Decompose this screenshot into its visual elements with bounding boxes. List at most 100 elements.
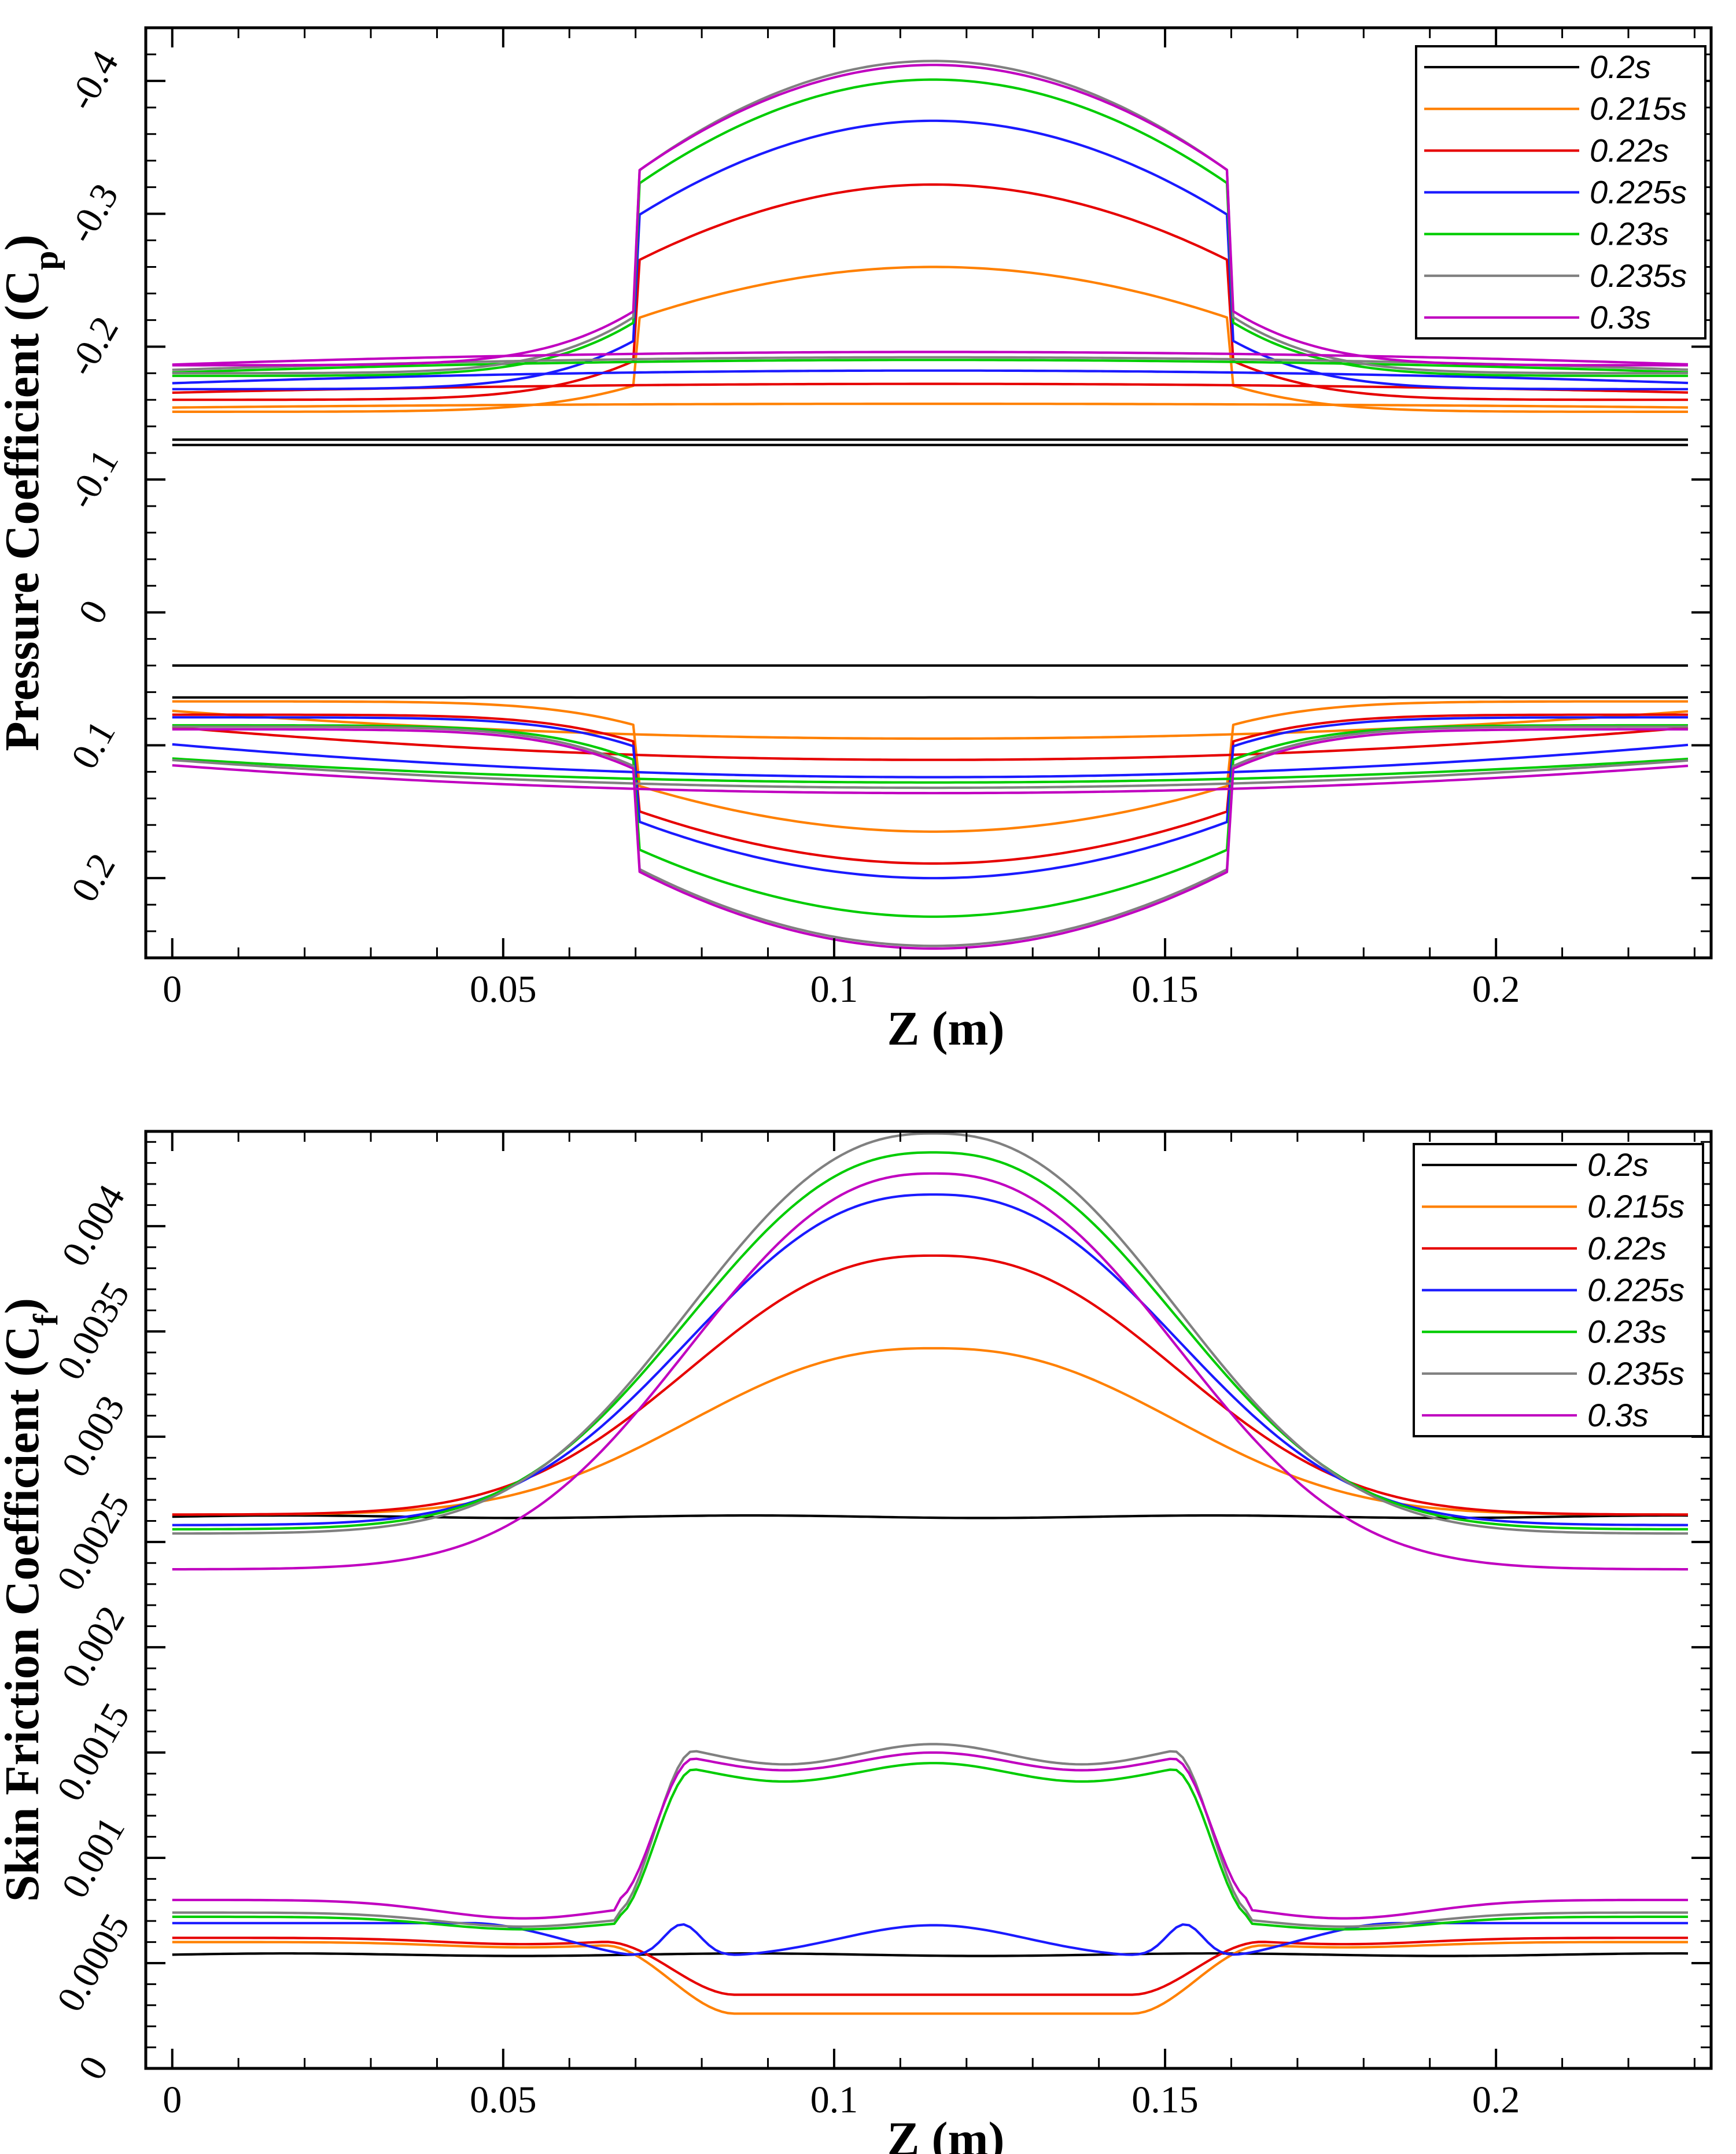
- series-0-225s: [172, 119, 1689, 880]
- x-tick-label: 0.1: [810, 2079, 858, 2121]
- legend-entry: 0.22s: [1424, 132, 1669, 168]
- x-tick-label: 0.05: [470, 2079, 537, 2121]
- legend-label: 0.2s: [1590, 49, 1651, 85]
- y-tick-label: -0.1: [60, 442, 127, 516]
- series-line-0-235s-lower: [172, 725, 1688, 947]
- series-line-0-225s-upper2: [172, 369, 1689, 385]
- y-tick-label: 0.001: [54, 1810, 133, 1905]
- series-line-0-3s-upper: [172, 1172, 1688, 1571]
- y-tick-label: 0.003: [54, 1389, 133, 1484]
- series-line-0-23s-lower2: [172, 757, 1689, 784]
- series-line-0-225s-lower2: [172, 743, 1689, 779]
- pressure-coefficient-chart: 0 0.05 0.1 0.15 0.2 Z (m) -0.4 -0.3 -0.2 -0.1 0 0.1…: [0, 26, 1713, 1056]
- x-tick-label: 0: [163, 968, 182, 1010]
- y-tick-label: 0.1: [63, 714, 123, 776]
- legend-entry: 0.235s: [1422, 1355, 1685, 1392]
- y-tick-label: -0.2: [60, 309, 127, 383]
- series-0-215s: [172, 1347, 1688, 2015]
- series-line-0-225s-upper: [172, 119, 1688, 390]
- y-tick-label: -0.4: [60, 44, 127, 117]
- x-tick-label: 0.1: [810, 968, 858, 1010]
- series-line-0-22s-lower: [172, 1937, 1688, 1996]
- series-line-0-225s-lower: [172, 716, 1688, 880]
- skin-friction-coefficient-chart: 0 0.05 0.1 0.15 0.2Z (m)00.00050.0010.00150.…: [0, 1130, 1713, 2154]
- legend: 0.2s 0.215s 0.22s 0.225s 0.23s 0.235s 0.3s: [1413, 1143, 1704, 1437]
- series-0-2s: [172, 438, 1688, 699]
- series-line-0-225s-upper: [172, 1193, 1689, 1526]
- y-tick-label: 0.0025: [49, 1485, 138, 1598]
- x-axis: 0 0.05 0.1 0.15 0.2 Z (m): [163, 28, 1696, 1056]
- series-0-3s: [172, 64, 1689, 950]
- series-0-22s: [172, 1254, 1688, 1996]
- y-axis-title: Skin Friction Coefficient (Cf): [0, 1298, 65, 1902]
- x-axis: 0 0.05 0.1 0.15 0.2 Z (m): [163, 1131, 1696, 2154]
- series-line-0-23s-upper: [172, 1151, 1688, 1531]
- legend-entry: 0.23s: [1424, 216, 1669, 252]
- series-line-0-3s-lower: [172, 728, 1688, 950]
- legend-label: 0.22s: [1587, 1230, 1667, 1266]
- x-axis-title: Z (m): [887, 2112, 1005, 2154]
- y-axis-title-main: Skin Friction Coefficient (C: [0, 1326, 49, 1902]
- series-line-0-22s-upper: [172, 1254, 1688, 1516]
- x-tick-label: 0.05: [470, 968, 537, 1010]
- x-tick-label: 0.2: [1472, 2079, 1520, 2121]
- y-axis-title-close: ): [0, 234, 49, 250]
- legend-entry: 0.225s: [1424, 174, 1687, 211]
- legend-entry: 0.215s: [1422, 1188, 1685, 1224]
- series-line-0-215s-upper2: [172, 403, 1689, 409]
- legend-label: 0.235s: [1590, 257, 1687, 294]
- series-line-0-23s-upper: [172, 78, 1688, 377]
- series-line-0-215s-upper: [172, 1347, 1688, 1516]
- y-axis-title: Pressure Coefficient (Cp): [0, 234, 65, 751]
- series-0-23s: [172, 1151, 1688, 1931]
- series-line-0-23s-lower: [172, 724, 1688, 918]
- series-line-0-215s-lower: [172, 1941, 1688, 2015]
- plot-frame: [144, 1130, 1713, 2070]
- series-line-0-235s-upper: [172, 60, 1688, 375]
- series-line-0-3s-upper: [172, 64, 1688, 367]
- y-tick-label: 0.0005: [49, 1906, 138, 2019]
- legend-label: 0.23s: [1587, 1314, 1667, 1350]
- series-line-0-22s-lower2: [172, 725, 1689, 761]
- legend-entry: 0.2s: [1424, 49, 1651, 85]
- series-line-0-215s-upper: [172, 265, 1688, 413]
- series-line-0-2s-lower: [172, 1952, 1689, 1957]
- y-axis-title-subscript: f: [27, 1314, 65, 1326]
- series-line-0-3s-lower2: [172, 764, 1689, 795]
- series-line-0-215s-lower: [172, 700, 1688, 833]
- legend-label: 0.23s: [1590, 216, 1669, 252]
- x-axis-title: Z (m): [887, 1002, 1005, 1056]
- legend-label: 0.215s: [1590, 90, 1687, 127]
- y-tick-label: 0.004: [54, 1178, 133, 1274]
- series-line-0-235s-lower2: [172, 758, 1689, 790]
- series-line-0-3s-lower: [172, 1751, 1688, 1920]
- series-line-0-235s-lower: [172, 1743, 1688, 1928]
- y-tick-label: 0.2: [63, 846, 123, 909]
- legend-entry: 0.2s: [1422, 1146, 1649, 1183]
- data-lines: [172, 1132, 1689, 2015]
- legend-entry: 0.23s: [1422, 1314, 1667, 1350]
- y-axis-title-subscript: p: [27, 250, 65, 270]
- series-line-0-235s-upper: [172, 1132, 1688, 1535]
- y-tick-label: 0.002: [54, 1599, 133, 1695]
- series-line-0-23s-lower: [172, 1762, 1688, 1931]
- legend-entry: 0.235s: [1424, 257, 1687, 294]
- legend-label: 0.22s: [1590, 132, 1669, 168]
- series-line-0-22s-upper: [172, 183, 1688, 401]
- legend-entry: 0.225s: [1422, 1272, 1685, 1308]
- legend-label: 0.3s: [1590, 299, 1651, 335]
- x-tick-label: 0: [163, 2079, 182, 2121]
- y-tick-label: -0.3: [60, 176, 127, 250]
- series-0-23s: [172, 78, 1689, 918]
- legend-label: 0.215s: [1587, 1188, 1685, 1224]
- legend-label: 0.225s: [1587, 1272, 1685, 1308]
- legend-label: 0.235s: [1587, 1355, 1685, 1392]
- legend-entry: 0.215s: [1424, 90, 1687, 127]
- legend: 0.2s 0.215s 0.22s 0.225s 0.23s 0.235s 0.3s: [1415, 45, 1706, 340]
- legend-label: 0.225s: [1590, 174, 1687, 211]
- x-tick-label: 0.15: [1131, 2079, 1199, 2121]
- x-tick-label: 0.15: [1131, 968, 1199, 1010]
- y-tick-label: 0.0035: [49, 1275, 138, 1387]
- legend-label: 0.2s: [1587, 1146, 1649, 1183]
